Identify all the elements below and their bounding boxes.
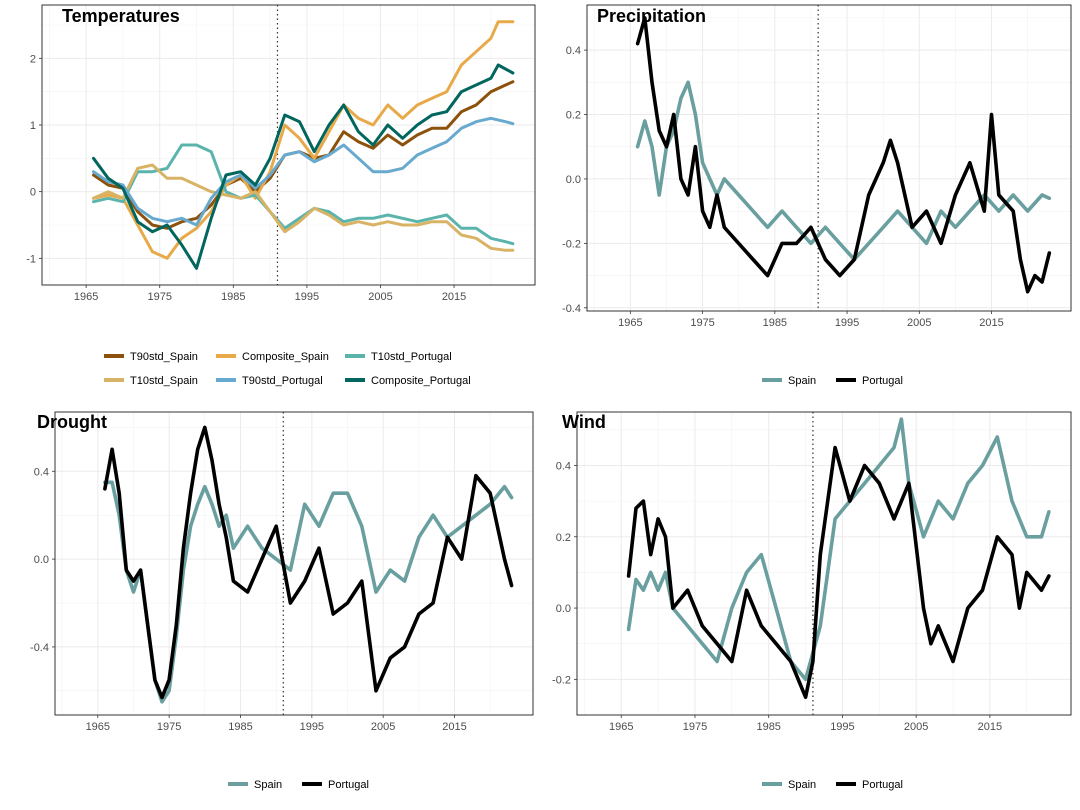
y-tick-label: -0.4 bbox=[562, 303, 581, 315]
x-tick-label: 1995 bbox=[300, 721, 324, 733]
y-tick-label: 1 bbox=[30, 120, 36, 132]
x-tick-label: 2015 bbox=[442, 721, 466, 733]
y-tick-label: 0.4 bbox=[34, 466, 49, 478]
panel-background bbox=[587, 5, 1071, 311]
x-tick-label: 1995 bbox=[295, 291, 319, 303]
series-line-composite-spain bbox=[92, 20, 515, 260]
x-tick-label: 1975 bbox=[690, 317, 714, 329]
legend-label: T10std_Spain bbox=[130, 375, 198, 387]
x-tick-label: 1975 bbox=[683, 721, 707, 733]
x-tick-label: 1995 bbox=[835, 317, 859, 329]
series-line-portugal bbox=[103, 425, 514, 700]
x-tick-label: 1985 bbox=[221, 291, 245, 303]
x-tick-label: 2005 bbox=[904, 721, 928, 733]
x-tick-label: 1965 bbox=[86, 721, 110, 733]
panel-3: 1965 1975 1985 1995 2005 2015 -0.2 0.0 0.2 0.4 Win… bbox=[552, 411, 1072, 791]
panel-1: 1965 1975 1985 1995 2005 2015 -0.4 -0.2 0.0 0.2 0.… bbox=[562, 4, 1072, 387]
legend-label: Portugal bbox=[862, 779, 903, 791]
legend: Spain Portugal bbox=[228, 779, 369, 791]
y-tick-label: 0 bbox=[30, 187, 36, 199]
x-tick-label: 1965 bbox=[74, 291, 98, 303]
x-tick-label: 2015 bbox=[978, 721, 1002, 733]
legend-label: T10std_Portugal bbox=[371, 351, 452, 363]
x-tick-label: 1965 bbox=[609, 721, 633, 733]
y-tick-label: -1 bbox=[26, 253, 36, 265]
series-line-spain bbox=[626, 417, 1051, 682]
series-line-t10std-spain bbox=[92, 163, 515, 252]
x-tick-label: 1985 bbox=[763, 317, 787, 329]
panel-background bbox=[42, 5, 535, 285]
x-tick-label: 1995 bbox=[830, 721, 854, 733]
y-tick-label: 0.0 bbox=[34, 554, 49, 566]
legend-label: Portugal bbox=[862, 375, 903, 387]
y-tick-label: 0.0 bbox=[566, 174, 581, 186]
x-tick-label: 1965 bbox=[618, 317, 642, 329]
series-line-portugal bbox=[626, 445, 1051, 699]
y-tick-label: 0.2 bbox=[556, 532, 571, 544]
legend: T90std_Spain Composite_Spain T10std_Portug… bbox=[104, 351, 471, 387]
panel-background bbox=[577, 412, 1071, 715]
legend-label: Composite_Spain bbox=[242, 351, 329, 363]
y-tick-label: -0.2 bbox=[552, 674, 571, 686]
series-line-portugal bbox=[635, 16, 1052, 294]
panel-2: 1965 1975 1985 1995 2005 2015 -0.4 0.0 0.4 Drough… bbox=[30, 411, 534, 791]
y-tick-label: 0.2 bbox=[566, 110, 581, 122]
panel-border bbox=[586, 4, 1072, 312]
legend: Spain Portugal bbox=[762, 375, 903, 387]
panel-background bbox=[55, 412, 533, 715]
x-tick-label: 2015 bbox=[979, 317, 1003, 329]
y-tick-label: 2 bbox=[30, 53, 36, 65]
x-tick-label: 1975 bbox=[157, 721, 181, 733]
series-line-composite-portugal bbox=[92, 63, 515, 270]
panel-title: Temperatures bbox=[62, 6, 180, 26]
panel-title: Drought bbox=[37, 412, 107, 432]
legend-label: Composite_Portugal bbox=[371, 375, 471, 387]
legend: Spain Portugal bbox=[762, 779, 903, 791]
x-tick-label: 2005 bbox=[907, 317, 931, 329]
series-line-t90std-portugal bbox=[92, 116, 515, 227]
panel-border bbox=[576, 411, 1072, 716]
x-tick-label: 1985 bbox=[228, 721, 252, 733]
x-tick-label: 1975 bbox=[147, 291, 171, 303]
panel-0: 1965 1975 1985 1995 2005 2015 -1 0 1 2 Temperature… bbox=[26, 4, 536, 387]
legend-label: T90std_Spain bbox=[130, 351, 198, 363]
y-tick-label: 0.4 bbox=[566, 45, 581, 57]
panel-title: Wind bbox=[562, 412, 606, 432]
x-tick-label: 1985 bbox=[756, 721, 780, 733]
y-tick-label: -0.4 bbox=[30, 642, 49, 654]
panel-border bbox=[54, 411, 534, 716]
y-tick-label: 0.4 bbox=[556, 460, 571, 472]
panel-title: Precipitation bbox=[597, 6, 706, 26]
panel-border bbox=[41, 4, 536, 286]
y-tick-label: -0.2 bbox=[562, 238, 581, 250]
legend-label: T90std_Portugal bbox=[242, 375, 323, 387]
legend-label: Portugal bbox=[328, 779, 369, 791]
x-tick-label: 2005 bbox=[371, 721, 395, 733]
x-tick-label: 2005 bbox=[368, 291, 392, 303]
x-tick-label: 2015 bbox=[442, 291, 466, 303]
y-tick-label: 0.0 bbox=[556, 603, 571, 615]
legend-label: Spain bbox=[788, 779, 816, 791]
legend-label: Spain bbox=[788, 375, 816, 387]
legend-label: Spain bbox=[254, 779, 282, 791]
